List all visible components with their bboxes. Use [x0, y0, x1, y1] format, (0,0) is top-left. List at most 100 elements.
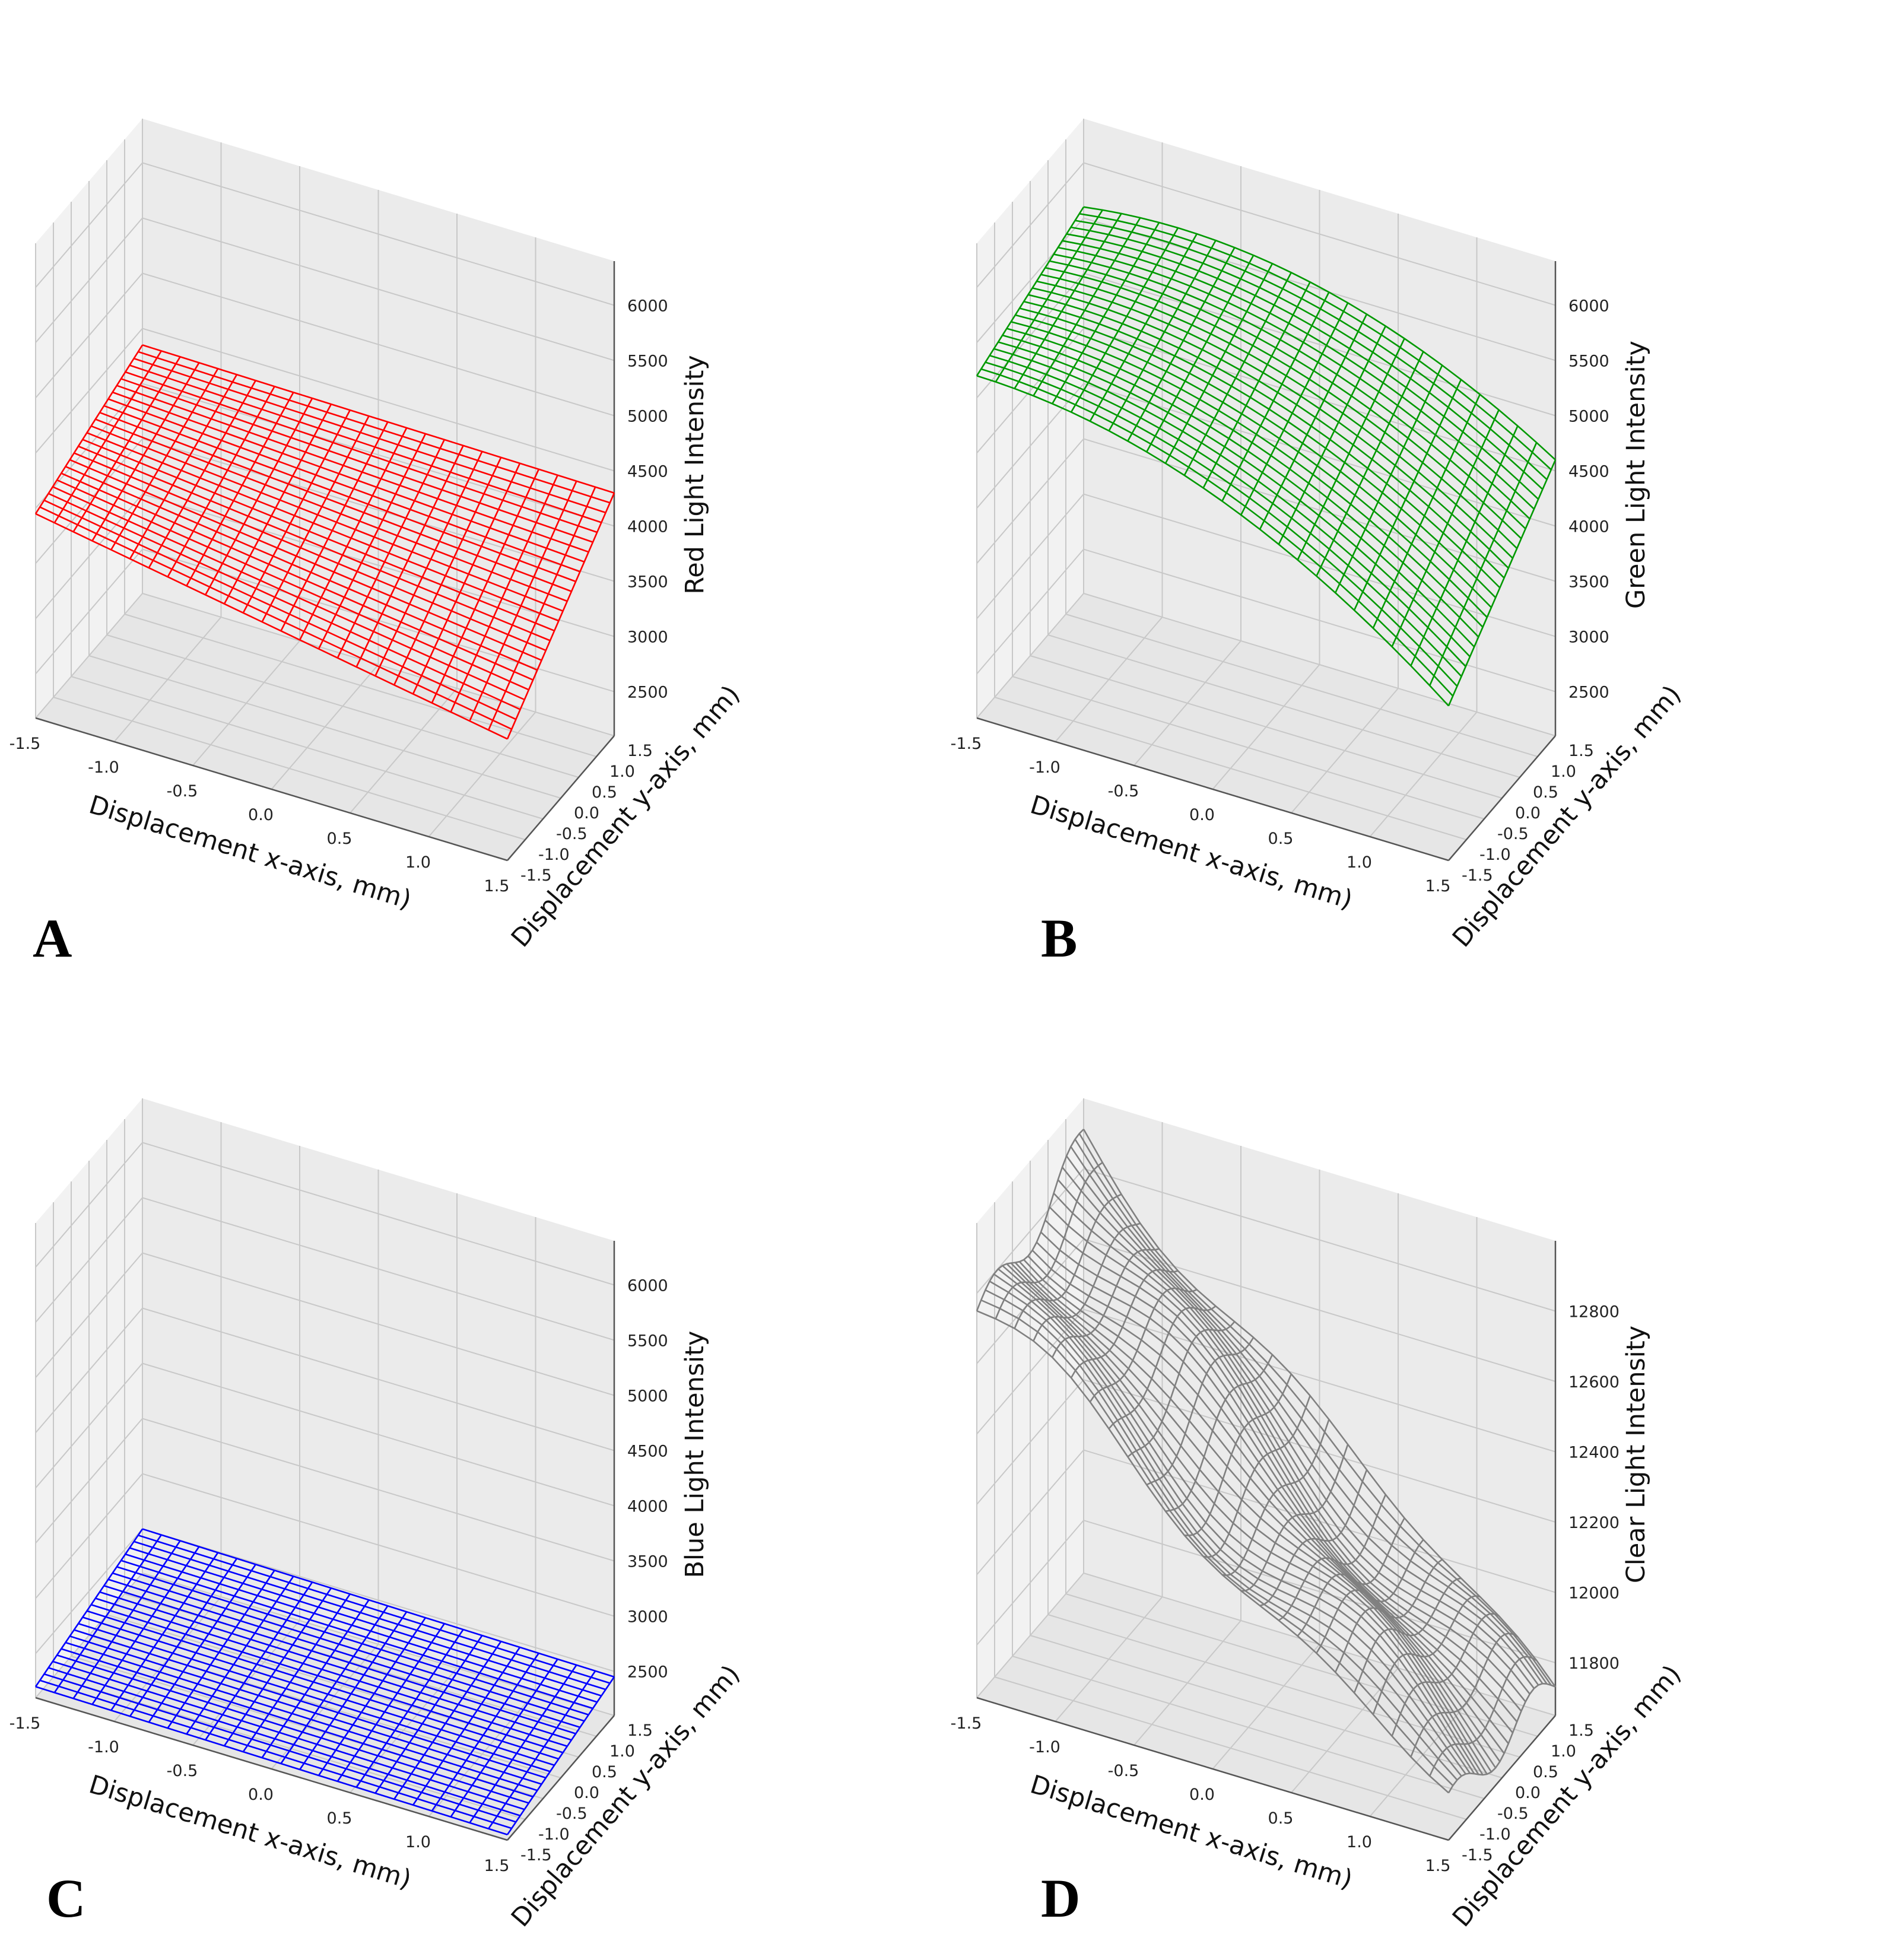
- x-tick-label: -0.5: [167, 782, 198, 800]
- x-tick-label: -1.0: [88, 1738, 119, 1756]
- panel-letter: C: [46, 1868, 86, 1929]
- y-tick-label: -0.5: [556, 1805, 588, 1823]
- y-tick-label: 0.0: [574, 1784, 599, 1802]
- surface-wire-line: [261, 415, 370, 622]
- surface-wire-line: [355, 1629, 464, 1788]
- surface-wire-line: [52, 1660, 525, 1810]
- y-tick-label: 0.0: [1515, 804, 1541, 822]
- z-tick-label: 3500: [627, 1553, 668, 1571]
- surface-wire-line: [1221, 291, 1330, 502]
- x-tick-label: -1.0: [88, 758, 119, 777]
- panel-a: -1.5 -1.0 -0.5 0.0 0.5 1.0 1.5 -1.5 -1.0 -0.5 0.0 0…: [0, 0, 941, 980]
- surface-wire-line: [69, 1635, 542, 1785]
- surface-wire-line: [1011, 320, 1484, 628]
- z-tick-label: 12400: [1568, 1444, 1620, 1462]
- surface-wire-line: [1061, 1167, 1535, 1689]
- surface-wire-line: [103, 405, 576, 583]
- surface-wire-line: [1040, 1231, 1514, 1733]
- surface-wire-line: [1410, 1632, 1519, 1758]
- gridline-y: [1030, 655, 1503, 799]
- x-tick-label: 0.0: [248, 1786, 274, 1804]
- surface-wire-line: [976, 1310, 1449, 1794]
- x-tick-label: -1.5: [9, 1714, 41, 1733]
- y-tick-label: -1.0: [538, 1825, 570, 1844]
- surface-wire-line: [86, 432, 559, 622]
- surface-wire-line: [48, 493, 521, 710]
- surface-wire-line: [1082, 1129, 1557, 1688]
- gridline-y: [994, 1676, 1467, 1820]
- z-tick-label: 3000: [1568, 628, 1609, 647]
- surface-wire-line: [107, 398, 580, 573]
- surface-wire-line: [1240, 302, 1349, 516]
- surface-wire-line: [35, 513, 508, 740]
- surface-wire-line: [34, 1528, 144, 1688]
- surface-wire-line: [125, 1553, 598, 1703]
- x-tick-label: 0.0: [1189, 806, 1215, 824]
- gridline-z: [35, 272, 615, 417]
- surface-wire-line: [1027, 1255, 1501, 1762]
- surface-wire-line: [167, 386, 275, 577]
- y-tick-label: 0.5: [592, 783, 617, 802]
- surface-wire-line: [1075, 220, 1548, 481]
- surface-wire-line: [223, 1587, 332, 1746]
- surface-wire-line: [78, 445, 551, 641]
- gridline-z: [976, 1449, 1556, 1593]
- surface-wire-line: [103, 1585, 576, 1735]
- gridline-z: [976, 383, 1556, 527]
- surface-wire-line: [1278, 325, 1386, 545]
- surface-wire-line: [99, 1591, 572, 1741]
- gridline-y: [994, 697, 1467, 840]
- y-tick-label: 1.0: [1551, 1742, 1576, 1761]
- z-axis-title: Clear Light Intensity: [1621, 1326, 1651, 1583]
- surface-wire-line: [469, 481, 577, 722]
- x-tick-label: -1.5: [951, 1714, 982, 1733]
- surface-wire-line: [995, 209, 1103, 383]
- y-axis-line: [507, 1715, 615, 1841]
- y-tick-label: -1.5: [1462, 1846, 1493, 1864]
- y-tick-label: 1.5: [1568, 1721, 1594, 1740]
- surface-wire-line: [1353, 1577, 1462, 1694]
- surface-wire-line: [69, 459, 542, 661]
- surface-wire-line: [72, 356, 181, 532]
- surface-wire-line: [1278, 1494, 1386, 1621]
- x-tick-label: 1.5: [1425, 877, 1451, 895]
- surface-wire-line: [148, 1564, 256, 1723]
- z-tick-label: 4500: [627, 462, 668, 481]
- surface-wire-line: [1052, 222, 1160, 404]
- y-tick-label: 1.5: [627, 1721, 653, 1740]
- z-tick-label: 12200: [1568, 1514, 1620, 1532]
- surface-wire-line: [112, 1572, 585, 1722]
- z-tick-label: 12800: [1568, 1303, 1620, 1322]
- z-tick-label: 5000: [627, 1387, 668, 1405]
- surface-wire-line: [1127, 247, 1236, 441]
- surface-wire-line: [980, 368, 1454, 697]
- surface-wire-line: [1028, 294, 1501, 589]
- x-tick-label: -1.5: [951, 735, 982, 753]
- y-tick-label: 0.0: [1515, 1784, 1541, 1802]
- surface-wire-line: [43, 499, 516, 720]
- surface-wire-line: [56, 1654, 529, 1804]
- gridline-z: [35, 1197, 615, 1341]
- surface-wire-line: [56, 479, 529, 691]
- surface-wire-line: [1044, 266, 1518, 549]
- surface-wire-line: [488, 487, 596, 730]
- surface-wire-line: [1372, 1595, 1481, 1715]
- surface-wire-line: [65, 1641, 538, 1791]
- surface-wire-line: [1108, 240, 1217, 431]
- z-tick-label: 2500: [627, 684, 668, 702]
- z-tick-label: 5500: [627, 1332, 668, 1350]
- gridline-z: [35, 217, 615, 361]
- x-tick-label: -1.0: [1029, 758, 1060, 777]
- surface-wire-line: [1049, 260, 1522, 539]
- z-tick-label: 4500: [627, 1442, 668, 1460]
- surface-wire-line: [1006, 328, 1479, 638]
- surface-wire-line: [1006, 1263, 1479, 1775]
- surface-wire-line: [1014, 213, 1122, 389]
- x-tick-label: 0.5: [327, 830, 353, 848]
- gridline-y: [71, 676, 544, 819]
- surface-wire-line: [1019, 307, 1492, 608]
- x-tick-label: -0.5: [1108, 782, 1139, 800]
- x-tick-label: 0.5: [327, 1809, 353, 1828]
- surface-wire-line: [1203, 1395, 1311, 1558]
- gridline-z: [35, 1418, 615, 1562]
